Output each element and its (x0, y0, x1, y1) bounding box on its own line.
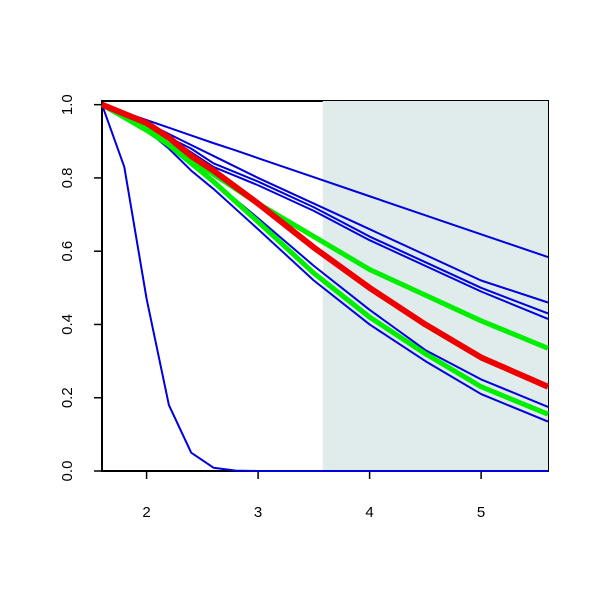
y-tick-label: 0.0 (59, 461, 76, 482)
x-tick-label: 2 (142, 504, 150, 521)
series-line (101, 104, 548, 472)
y-tick-label: 0.4 (59, 314, 76, 335)
x-tick-label: 4 (365, 504, 373, 521)
x-tick-label: 3 (254, 504, 262, 521)
y-tick-label: 0.8 (59, 168, 76, 189)
series-line (100, 102, 549, 417)
series-line (100, 101, 550, 390)
y-tick-label: 1.0 (59, 94, 76, 115)
x-tick-label: 5 (477, 504, 485, 521)
y-tick-label: 0.2 (59, 387, 76, 408)
shaded-region (322, 101, 548, 472)
y-tick-label: 0.6 (59, 241, 76, 262)
